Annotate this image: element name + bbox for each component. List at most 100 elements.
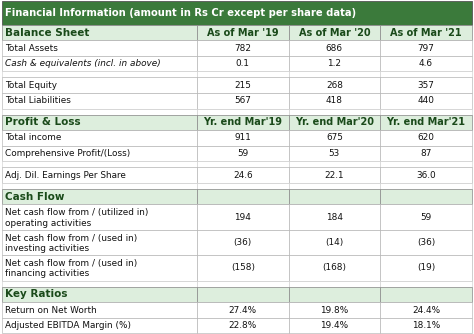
Bar: [2, 1, 472, 25]
Bar: [2, 25, 197, 40]
Text: Total income: Total income: [5, 133, 62, 142]
Bar: [2, 161, 197, 167]
Text: 22.8%: 22.8%: [229, 321, 257, 330]
Text: Cash & equivalents (incl. in above): Cash & equivalents (incl. in above): [5, 59, 161, 68]
Bar: [197, 183, 289, 189]
Bar: [380, 167, 472, 183]
Bar: [197, 189, 289, 204]
Text: 782: 782: [234, 43, 251, 52]
Text: 27.4%: 27.4%: [229, 306, 257, 315]
Bar: [197, 40, 289, 56]
Bar: [2, 302, 197, 318]
Text: Financial Information (amount in Rs Cr except per share data): Financial Information (amount in Rs Cr e…: [5, 8, 356, 18]
Bar: [2, 115, 197, 130]
Text: Key Ratios: Key Ratios: [5, 290, 68, 300]
Text: 686: 686: [326, 43, 343, 52]
Text: 797: 797: [418, 43, 434, 52]
Bar: [380, 146, 472, 161]
Bar: [380, 109, 472, 115]
Text: Net cash flow from / (used in)
investing activities: Net cash flow from / (used in) investing…: [5, 233, 137, 253]
Text: 53: 53: [329, 149, 340, 158]
Bar: [197, 161, 289, 167]
Text: Net cash flow from / (utilized in)
operating activities: Net cash flow from / (utilized in) opera…: [5, 208, 148, 227]
Bar: [289, 318, 380, 333]
Text: As of Mar '19: As of Mar '19: [207, 27, 279, 37]
Bar: [289, 183, 380, 189]
Text: 675: 675: [326, 133, 343, 142]
Text: Cash Flow: Cash Flow: [5, 192, 65, 202]
Text: (158): (158): [231, 264, 255, 273]
Text: 215: 215: [235, 81, 251, 90]
Bar: [2, 71, 197, 77]
Text: Total Assets: Total Assets: [5, 43, 58, 52]
Bar: [2, 230, 197, 255]
Bar: [289, 281, 380, 287]
Bar: [2, 40, 197, 56]
Bar: [380, 230, 472, 255]
Bar: [380, 130, 472, 146]
Bar: [380, 93, 472, 109]
Text: 59: 59: [420, 213, 431, 221]
Bar: [289, 167, 380, 183]
Text: As of Mar '20: As of Mar '20: [299, 27, 370, 37]
Bar: [380, 287, 472, 302]
Bar: [289, 93, 380, 109]
Bar: [2, 93, 197, 109]
Text: 620: 620: [418, 133, 434, 142]
Text: 440: 440: [418, 96, 434, 105]
Text: Adjusted EBITDA Margin (%): Adjusted EBITDA Margin (%): [5, 321, 131, 330]
Bar: [289, 287, 380, 302]
Bar: [289, 71, 380, 77]
Bar: [197, 109, 289, 115]
Text: Adj. Dil. Earnings Per Share: Adj. Dil. Earnings Per Share: [5, 171, 126, 180]
Bar: [289, 146, 380, 161]
Text: 184: 184: [326, 213, 343, 221]
Text: (36): (36): [417, 238, 435, 247]
Text: 19.8%: 19.8%: [320, 306, 348, 315]
Bar: [197, 56, 289, 71]
Bar: [289, 130, 380, 146]
Bar: [380, 302, 472, 318]
Bar: [2, 183, 197, 189]
Text: Yr. end Mar'21: Yr. end Mar'21: [386, 117, 465, 127]
Bar: [289, 255, 380, 281]
Bar: [289, 109, 380, 115]
Text: 22.1: 22.1: [325, 171, 344, 180]
Text: 418: 418: [326, 96, 343, 105]
Bar: [197, 204, 289, 230]
Text: 0.1: 0.1: [236, 59, 250, 68]
Bar: [2, 77, 197, 93]
Bar: [289, 40, 380, 56]
Bar: [289, 189, 380, 204]
Bar: [289, 161, 380, 167]
Bar: [380, 71, 472, 77]
Text: 357: 357: [418, 81, 434, 90]
Text: Yr. end Mar'19: Yr. end Mar'19: [203, 117, 283, 127]
Text: 567: 567: [235, 96, 251, 105]
Bar: [197, 25, 289, 40]
Text: 59: 59: [237, 149, 248, 158]
Bar: [2, 146, 197, 161]
Text: 1.2: 1.2: [328, 59, 341, 68]
Bar: [197, 281, 289, 287]
Text: 4.6: 4.6: [419, 59, 433, 68]
Bar: [380, 189, 472, 204]
Bar: [2, 255, 197, 281]
Text: 24.4%: 24.4%: [412, 306, 440, 315]
Bar: [2, 130, 197, 146]
Bar: [197, 115, 289, 130]
Bar: [380, 255, 472, 281]
Bar: [380, 115, 472, 130]
Bar: [289, 230, 380, 255]
Bar: [2, 318, 197, 333]
Text: Net cash flow from / (used in)
financing activities: Net cash flow from / (used in) financing…: [5, 259, 137, 279]
Bar: [380, 56, 472, 71]
Bar: [380, 281, 472, 287]
Bar: [380, 25, 472, 40]
Bar: [197, 255, 289, 281]
Bar: [289, 115, 380, 130]
Bar: [380, 161, 472, 167]
Bar: [2, 281, 197, 287]
Bar: [2, 204, 197, 230]
Bar: [2, 287, 197, 302]
